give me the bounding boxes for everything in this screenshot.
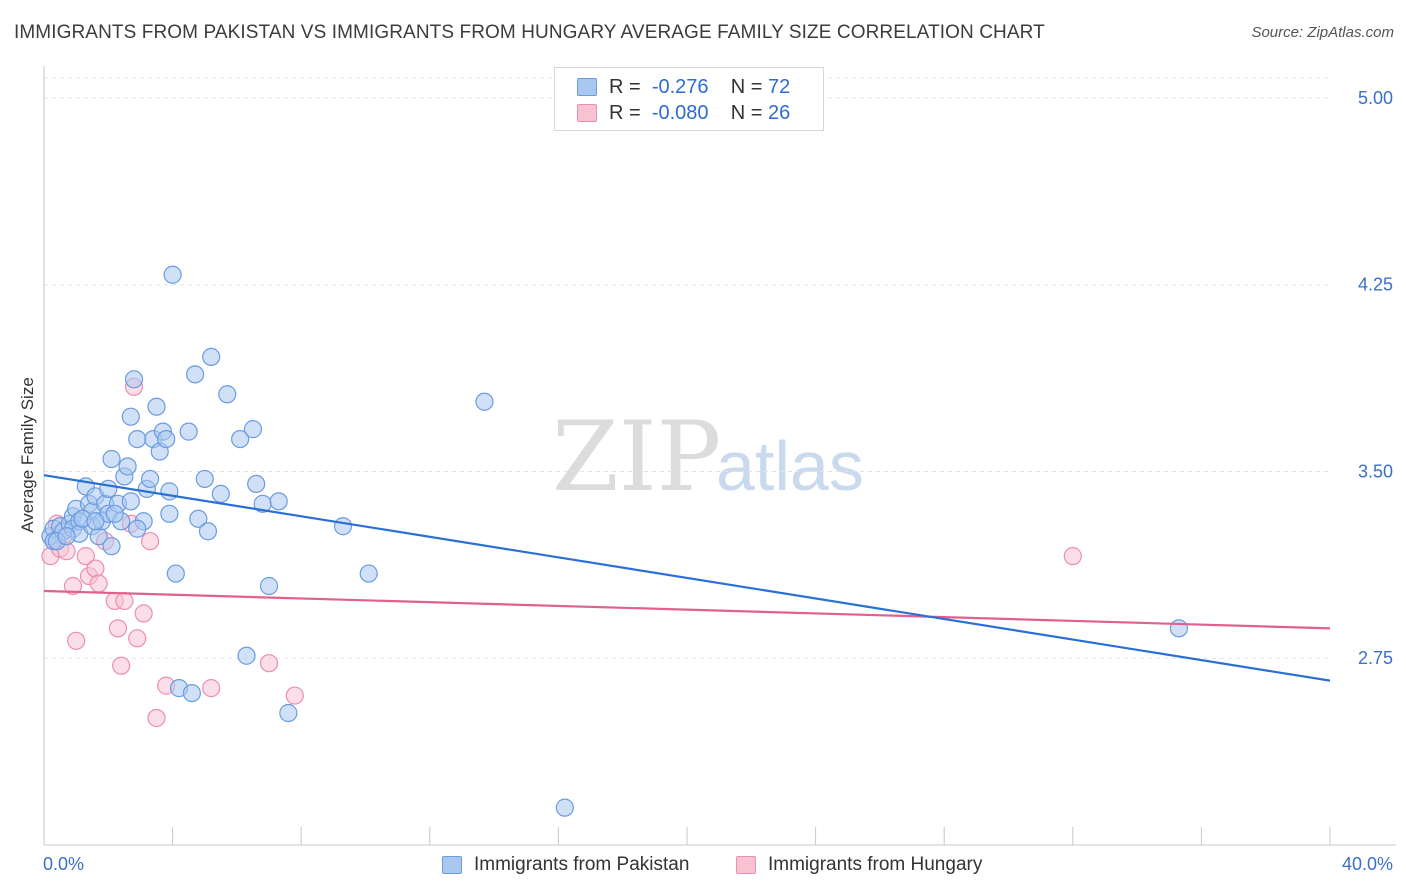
pakistan-point [179, 422, 198, 441]
y-tick-label: 4.25 [1358, 275, 1393, 295]
pakistan-point [333, 517, 353, 536]
hungary-point [128, 629, 147, 648]
hungary-point [86, 559, 105, 578]
pakistan-point [105, 504, 124, 523]
watermark-atlas: atlas [716, 427, 864, 505]
pakistan-point [128, 519, 147, 538]
pakistan-point [102, 449, 121, 469]
y-tick-label: 5.00 [1358, 88, 1393, 108]
hungary-point [147, 708, 166, 728]
hungary-swatch [736, 856, 756, 874]
pakistan-point [243, 420, 263, 439]
pakistan-point [157, 429, 176, 449]
hungary-point [63, 576, 83, 596]
pakistan-point [160, 482, 179, 501]
pakistan-point [182, 683, 201, 703]
hungary-point [67, 631, 86, 650]
pakistan-trend-line [43, 474, 1331, 682]
pakistan-point [259, 576, 279, 596]
pakistan-point [279, 703, 298, 723]
hungary-point [115, 591, 134, 611]
pakistan-point [198, 522, 218, 541]
legend-n-label: N = [730, 75, 763, 98]
hungary-swatch [577, 104, 597, 122]
watermark-zip: ZIP [552, 401, 721, 513]
legend-n-label: N = [730, 101, 763, 124]
hungary-point [259, 654, 279, 673]
pakistan-point [163, 265, 182, 284]
pakistan-point [475, 392, 494, 411]
hungary-point [285, 686, 304, 705]
pakistan-point [186, 365, 205, 384]
pakistan-point [1169, 619, 1188, 638]
pakistan-point [247, 474, 266, 494]
trend-lines [43, 474, 1331, 682]
legend-label-pakistan: Immigrants from Pakistan [474, 854, 690, 875]
y-tick-label: 2.75 [1358, 648, 1393, 668]
legend-row-pakistan: R = -0.276 N = 72 [577, 74, 790, 100]
gridlines [44, 77, 1330, 659]
pakistan-point [118, 457, 137, 476]
chart-title: IMMIGRANTS FROM PAKISTAN VS IMMIGRANTS F… [14, 22, 1045, 43]
legend-n-value: 26 [768, 101, 791, 124]
correlation-legend: R = -0.276 N = 72 R = -0.080 N = 26 [554, 67, 824, 131]
pakistan-point [211, 484, 230, 503]
pakistan-points [41, 265, 1188, 817]
legend-label-hungary: Immigrants from Hungary [768, 854, 983, 875]
pakistan-point [128, 429, 147, 449]
pakistan-point [121, 407, 140, 426]
axes [43, 66, 1396, 846]
legend-r-label: R = [609, 101, 641, 124]
hungary-point [202, 679, 221, 698]
pakistan-point [102, 537, 121, 556]
hungary-point [134, 604, 153, 623]
pakistan-point [202, 347, 221, 367]
pakistan-point [269, 492, 288, 511]
legend-r-value: -0.080 [651, 101, 709, 124]
pakistan-point [237, 646, 256, 665]
pakistan-point [57, 527, 76, 546]
legend-r-value: -0.276 [651, 75, 709, 98]
pakistan-point [140, 469, 160, 489]
x-tick-label-max: 40.0% [1342, 854, 1393, 874]
legend-item-hungary: Immigrants from Hungary [736, 852, 982, 878]
legend-item-pakistan: Immigrants from Pakistan [442, 852, 689, 878]
pakistan-point [195, 469, 214, 489]
pakistan-swatch [577, 78, 597, 96]
pakistan-point [121, 492, 140, 511]
hungary-trend-line [43, 589, 1331, 630]
pakistan-point [166, 564, 185, 583]
hungary-point [108, 619, 128, 638]
legend-n-value: 72 [768, 75, 791, 98]
pakistan-point [99, 479, 118, 498]
hungary-point [89, 574, 108, 593]
pakistan-point [86, 512, 105, 531]
y-tick-labels: 2.75 3.50 4.25 5.00 [1358, 88, 1393, 668]
pakistan-point [124, 370, 144, 389]
pakistan-point [189, 509, 208, 528]
pakistan-point [160, 504, 179, 523]
hungary-point [140, 532, 160, 551]
pakistan-point [359, 564, 378, 583]
hungary-point [76, 547, 95, 566]
legend-row-hungary: R = -0.080 N = 26 [577, 100, 790, 126]
x-tick-label-min: 0.0% [43, 854, 84, 874]
pakistan-point [231, 429, 250, 449]
pakistan-swatch [442, 856, 462, 874]
hungary-point [112, 656, 131, 675]
y-tick-label: 3.50 [1358, 461, 1393, 481]
pakistan-point [555, 798, 574, 817]
legend-r-label: R = [609, 75, 641, 98]
pakistan-point [147, 397, 166, 416]
hungary-point [1063, 547, 1082, 566]
source-label: Source: ZipAtlas.com [1251, 24, 1394, 41]
pakistan-point [218, 385, 237, 404]
